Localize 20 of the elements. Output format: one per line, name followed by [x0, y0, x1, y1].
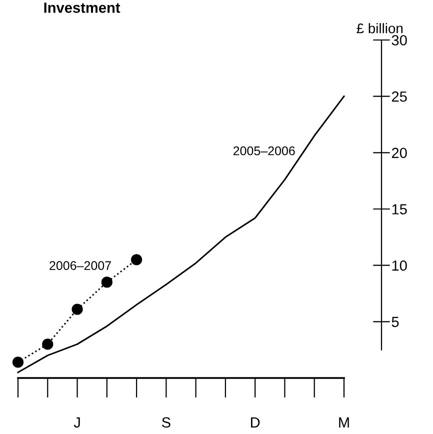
y-tick-label: 20 [392, 148, 407, 158]
y-tick-label: 15 [392, 204, 407, 214]
y-tick-label: 30 [392, 35, 407, 46]
series-label: 2006–2007 [50, 261, 111, 270]
point [12, 356, 24, 368]
y-axis-title: £ billion [356, 23, 403, 34]
x-tick-label: M [339, 417, 349, 428]
x-tick-label: J [74, 417, 80, 428]
y-tick-label: 25 [392, 91, 407, 102]
x-tick-label: D [251, 417, 260, 428]
point [130, 254, 142, 266]
point [42, 338, 54, 350]
y-tick-label: 10 [392, 260, 407, 271]
point [72, 304, 83, 315]
series-label: 2005–2006 [233, 146, 295, 156]
point [101, 276, 112, 288]
x-tick-label: S [162, 417, 170, 428]
y-tick-label: 5 [392, 316, 399, 328]
chart-title: Investment [44, 2, 120, 13]
line-series [17, 96, 345, 374]
